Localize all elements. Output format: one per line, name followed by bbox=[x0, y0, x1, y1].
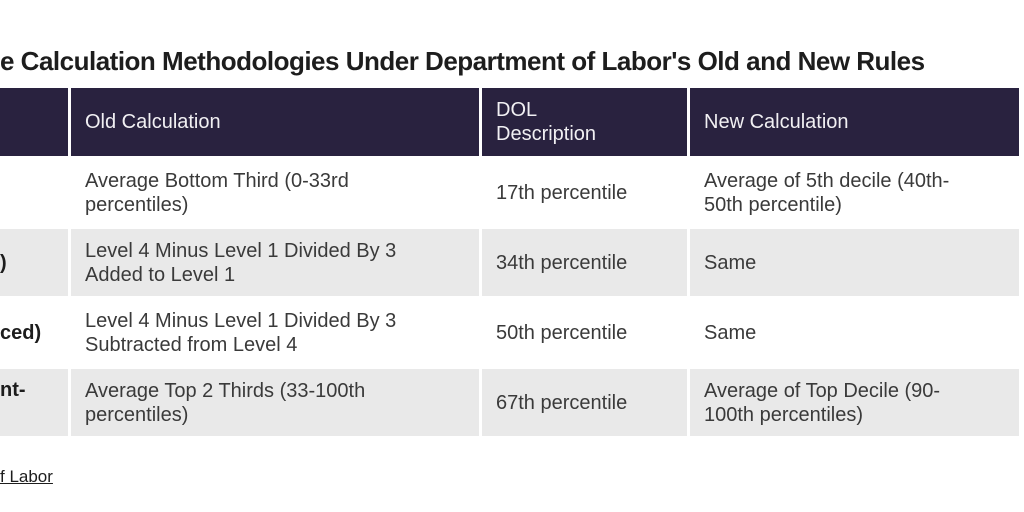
cell-r3-dol-description: 67th percentile bbox=[482, 369, 687, 436]
header-cell-dol-description: DOL Description bbox=[482, 88, 687, 156]
header-cell-old-calculation: Old Calculation bbox=[71, 88, 479, 156]
cell-r0-old-calculation: Average Bottom Third (0-33rd percentiles… bbox=[71, 159, 479, 226]
chart-title: e Calculation Methodologies Under Depart… bbox=[0, 46, 925, 76]
cell-r0-dol-description: 17th percentile bbox=[482, 159, 687, 226]
cell-r3-new-calculation: Average of Top Decile (90- 100th percent… bbox=[690, 369, 1019, 436]
cell-r0-new-calculation: Average of 5th decile (40th- 50th percen… bbox=[690, 159, 1019, 226]
source-link[interactable]: f Labor bbox=[0, 467, 53, 486]
cell-r1-dol-description: 34th percentile bbox=[482, 229, 687, 296]
header-cell-level bbox=[0, 88, 68, 156]
methodology-table: Old Calculation DOL Description New Calc… bbox=[0, 88, 1019, 436]
cell-r3-level-label: nt- bbox=[0, 369, 68, 436]
cell-r2-level-label: ced) bbox=[0, 299, 68, 366]
cell-r2-dol-description: 50th percentile bbox=[482, 299, 687, 366]
cell-r0-level-label bbox=[0, 159, 68, 226]
cell-r2-old-calculation: Level 4 Minus Level 1 Divided By 3 Subtr… bbox=[71, 299, 479, 366]
cell-r1-old-calculation: Level 4 Minus Level 1 Divided By 3 Added… bbox=[71, 229, 479, 296]
cell-r3-old-calculation: Average Top 2 Thirds (33-100th percentil… bbox=[71, 369, 479, 436]
header-cell-new-calculation: New Calculation bbox=[690, 88, 1019, 156]
cell-r1-new-calculation: Same bbox=[690, 229, 1019, 296]
cell-r1-level-label: ) bbox=[0, 229, 68, 296]
cell-r2-new-calculation: Same bbox=[690, 299, 1019, 366]
